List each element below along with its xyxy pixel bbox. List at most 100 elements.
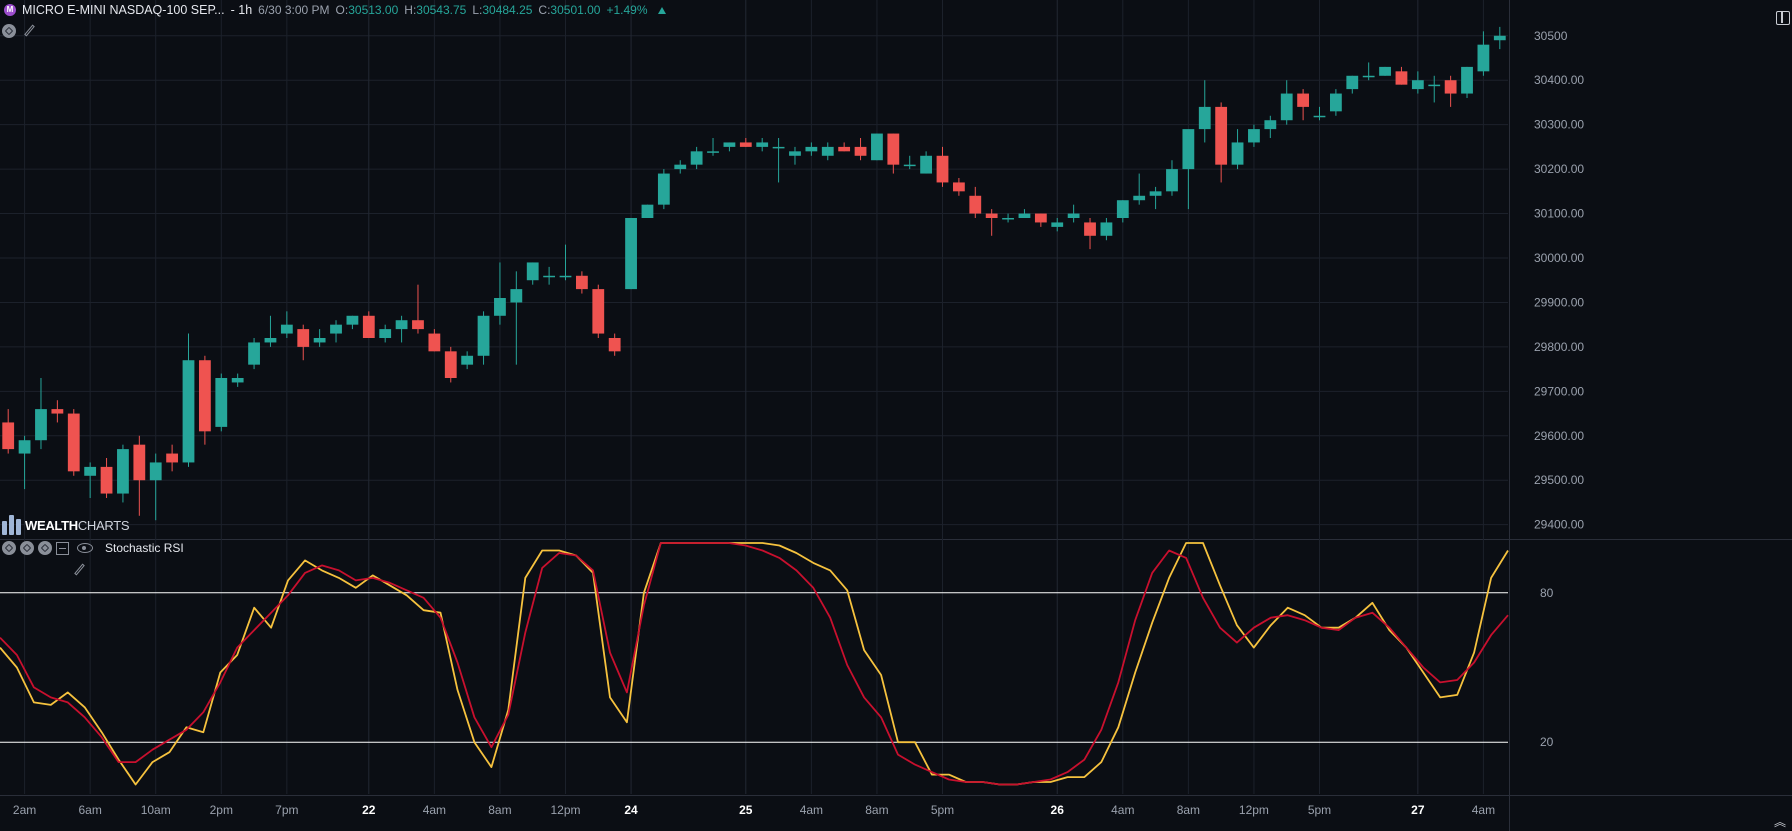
candle-body	[871, 133, 883, 161]
price-tick-label: 30200.00	[1534, 162, 1584, 176]
candle-body	[756, 142, 769, 147]
ohlc-low: L:30484.25	[472, 3, 532, 17]
candle-body	[1116, 200, 1129, 218]
candle-body	[1248, 129, 1260, 143]
logo-bar	[9, 515, 14, 535]
candle-body	[559, 275, 572, 278]
low-label: L:	[472, 3, 483, 17]
candle-body	[887, 133, 900, 165]
candle-body	[1379, 66, 1391, 76]
price-tick-label: 29600.00	[1534, 429, 1584, 443]
time-tick-label: 4am	[1111, 803, 1134, 817]
time-tick-label: 10am	[141, 803, 171, 817]
price-tick-label: 30300.00	[1534, 118, 1584, 132]
settings-icon[interactable]	[2, 24, 16, 38]
indicator-settings-icon[interactable]	[2, 541, 16, 555]
candle-body	[379, 329, 392, 338]
candle-body	[1084, 222, 1096, 236]
candle-body	[1444, 80, 1457, 94]
time-tick-label: 25	[739, 803, 753, 817]
candle-body	[51, 409, 64, 414]
time-tick-label: 24	[624, 803, 638, 817]
stoch-k-line	[0, 542, 1509, 786]
close-value: 30501.00	[550, 3, 601, 17]
candle-body	[362, 315, 375, 338]
time-tick-label: 2am	[13, 803, 36, 817]
candle-body	[1149, 191, 1162, 196]
candle-body	[1198, 106, 1211, 130]
chevron-up-icon[interactable]	[38, 541, 52, 555]
candle-body	[1264, 120, 1277, 130]
minimize-icon[interactable]	[56, 541, 69, 555]
candle-body	[412, 320, 424, 330]
chevron-down-icon[interactable]	[20, 541, 34, 555]
indicator-pencil-icon[interactable]	[72, 563, 86, 577]
price-tick-label: 30400.00	[1534, 73, 1584, 87]
layout-icon[interactable]	[1776, 11, 1790, 25]
candle-body	[2, 422, 15, 450]
time-tick-label: 4am	[800, 803, 823, 817]
time-tick-label: 12pm	[1239, 803, 1269, 817]
time-tick-label: 8am	[488, 803, 511, 817]
stoch-d-line	[0, 542, 1509, 786]
candle-body	[1231, 142, 1244, 165]
candle-body	[1018, 213, 1031, 218]
candle-body	[657, 173, 670, 205]
candle-body	[477, 315, 490, 356]
ohlc-open: O:30513.00	[336, 3, 399, 17]
time-tick-label: 5pm	[1308, 803, 1331, 817]
candle-body	[952, 182, 965, 192]
candle-body	[1329, 93, 1342, 112]
symbol-name[interactable]: MICRO E-MINI NASDAQ-100 SEP...	[22, 3, 225, 17]
candle-body	[1133, 195, 1146, 201]
time-tick-label: 8am	[1177, 803, 1200, 817]
eye-icon[interactable]	[77, 543, 93, 553]
candle-body	[641, 204, 654, 218]
candle-body	[248, 342, 260, 365]
candle-body	[1051, 222, 1064, 227]
candles	[2, 26, 1506, 521]
symbol-icon[interactable]: M	[4, 4, 16, 16]
candle-body	[297, 329, 310, 347]
interval-label[interactable]: - 1h	[230, 3, 253, 17]
time-tick-label: 4am	[423, 803, 446, 817]
logo-mark-icon	[2, 515, 21, 535]
candle-body	[100, 466, 113, 494]
indicator-legend: Stochastic RSI	[2, 541, 184, 555]
candle-body	[231, 378, 244, 383]
open-value: 30513.00	[348, 3, 399, 17]
candle-body	[625, 218, 637, 290]
candle-body	[444, 351, 457, 378]
price-tick-label: 30100.00	[1534, 207, 1584, 221]
time-axis[interactable]: 2am 6am 10am 2pm 7pm 22 4am 8am 12pm 24 25 4am 8am 5p…	[13, 803, 1495, 817]
candle-body	[1313, 115, 1326, 118]
candle-body	[330, 324, 342, 334]
double-chevron-up-icon[interactable]: ︽	[1773, 815, 1786, 829]
indicator-name: Stochastic RSI	[105, 541, 184, 555]
candle-body	[1395, 71, 1408, 85]
price-axis[interactable]: 29400.00 29500.00 29600.00 29700.00 29800.00…	[1534, 29, 1584, 749]
logo-bar	[2, 521, 7, 535]
candle-body	[1067, 213, 1080, 218]
time-tick-label: 4am	[1472, 803, 1495, 817]
candle-body	[543, 275, 556, 278]
candle-body	[690, 151, 703, 165]
time-tick-label: 26	[1051, 803, 1065, 817]
logo-bar	[16, 519, 21, 535]
candle-body	[84, 466, 97, 476]
arrow-up-icon	[657, 6, 666, 14]
time-tick-label: 12pm	[550, 803, 580, 817]
candle-body	[1034, 213, 1047, 223]
candle-body	[1461, 66, 1473, 94]
candle-body	[215, 378, 228, 427]
pencil-icon[interactable]	[22, 24, 36, 38]
candle-body	[854, 146, 867, 156]
candle-body	[67, 413, 80, 472]
candle-body	[461, 355, 474, 365]
candle-body	[1002, 218, 1014, 220]
price-tick-label: 29400.00	[1534, 518, 1584, 532]
price-tick-label: 29700.00	[1534, 384, 1584, 398]
candle-body	[985, 213, 998, 218]
candle-body	[608, 338, 621, 352]
